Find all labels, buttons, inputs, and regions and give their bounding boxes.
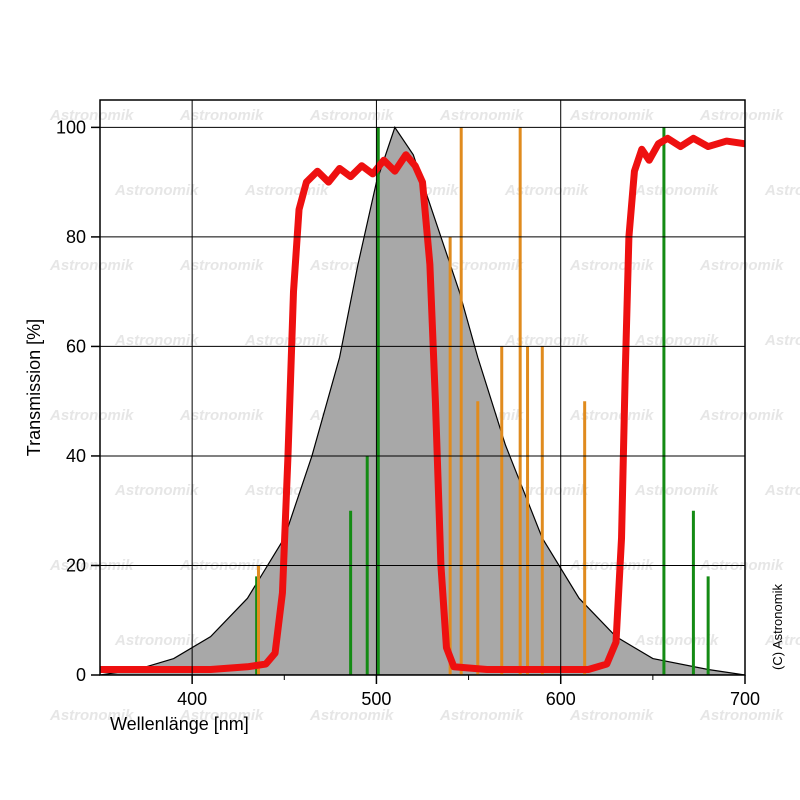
svg-text:Astronomik: Astronomik bbox=[114, 632, 199, 649]
svg-text:700: 700 bbox=[730, 689, 760, 709]
svg-text:40: 40 bbox=[66, 446, 86, 466]
svg-text:Astronomik: Astronomik bbox=[114, 182, 199, 199]
svg-text:Astronomik: Astronomik bbox=[569, 257, 654, 274]
svg-text:Astronomik: Astronomik bbox=[699, 257, 784, 274]
svg-text:400: 400 bbox=[177, 689, 207, 709]
svg-text:Astronomik: Astronomik bbox=[634, 632, 719, 649]
svg-text:60: 60 bbox=[66, 336, 86, 356]
svg-text:Astronomik: Astronomik bbox=[504, 182, 589, 199]
svg-text:20: 20 bbox=[66, 555, 86, 575]
y-axis-label: Transmission [%] bbox=[24, 319, 44, 456]
svg-text:80: 80 bbox=[66, 227, 86, 247]
svg-text:Astronomik: Astronomik bbox=[569, 107, 654, 124]
svg-text:Astronomik: Astronomik bbox=[764, 182, 800, 199]
svg-text:Astronomik: Astronomik bbox=[699, 707, 784, 724]
svg-text:Astronomik: Astronomik bbox=[569, 707, 654, 724]
svg-text:0: 0 bbox=[76, 665, 86, 685]
svg-text:Astronomik: Astronomik bbox=[439, 707, 524, 724]
svg-text:Astronomik: Astronomik bbox=[309, 707, 394, 724]
svg-text:600: 600 bbox=[546, 689, 576, 709]
transmission-chart: Astronomik Astronomik Astronomik Astronomik… bbox=[0, 0, 800, 800]
svg-text:Astronomik: Astronomik bbox=[309, 107, 394, 124]
svg-text:500: 500 bbox=[361, 689, 391, 709]
copyright-label: (C) Astronomik bbox=[770, 584, 785, 670]
svg-text:100: 100 bbox=[56, 117, 86, 137]
svg-text:Astronomik: Astronomik bbox=[114, 482, 199, 499]
svg-text:Astronomik: Astronomik bbox=[49, 257, 134, 274]
svg-text:Astronomik: Astronomik bbox=[49, 407, 134, 424]
svg-text:Astronomik: Astronomik bbox=[764, 482, 800, 499]
svg-text:Astronomik: Astronomik bbox=[569, 407, 654, 424]
svg-text:Astronomik: Astronomik bbox=[634, 182, 719, 199]
svg-text:Astronomik: Astronomik bbox=[244, 182, 329, 199]
svg-text:Astronomik: Astronomik bbox=[699, 107, 784, 124]
x-axis-label: Wellenlänge [nm] bbox=[110, 714, 249, 734]
svg-text:Astronomik: Astronomik bbox=[439, 107, 524, 124]
svg-text:Astronomik: Astronomik bbox=[699, 407, 784, 424]
svg-text:Astronomik: Astronomik bbox=[764, 332, 800, 349]
svg-text:Astronomik: Astronomik bbox=[634, 482, 719, 499]
